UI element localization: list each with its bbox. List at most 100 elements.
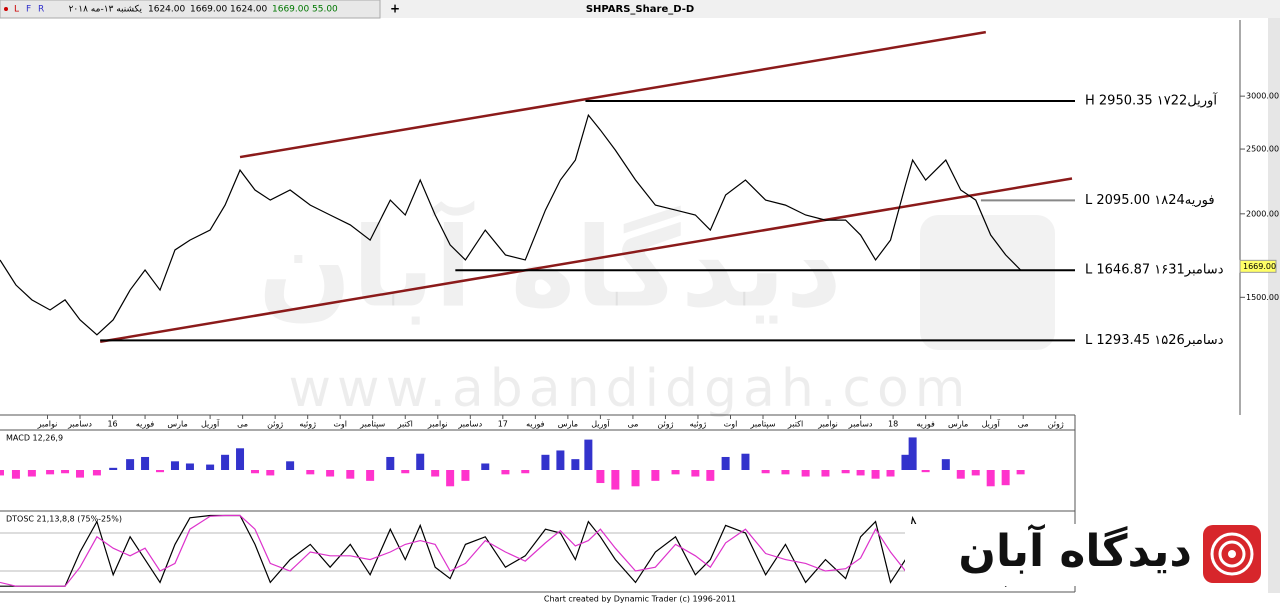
x-tick-label: فوریه — [136, 420, 155, 429]
y-tick-label: 3000.00 — [1246, 92, 1279, 101]
x-tick-label: اکتبر — [397, 420, 413, 429]
macd-bar — [941, 459, 950, 470]
panel-title: DTOSC 21,13,8,8 (75%-25%) — [6, 515, 122, 524]
x-tick-label: می — [627, 420, 638, 429]
macd-bar — [126, 459, 135, 470]
field: 1669.00 — [272, 5, 309, 15]
macd-bar — [541, 454, 550, 470]
macd-bar — [92, 470, 101, 476]
macd-bar — [921, 470, 930, 473]
watermark-icon — [920, 215, 1055, 350]
x-tick-label: می — [237, 420, 248, 429]
trend-line — [99, 177, 1073, 344]
field: 1669.00 — [190, 5, 227, 15]
flag: R — [38, 5, 44, 15]
flag: L — [14, 5, 19, 15]
macd-bar — [841, 470, 850, 474]
x-tick-label: اوت — [333, 420, 347, 429]
macd-bar — [386, 456, 395, 470]
x-tick-label: نوامبر — [817, 420, 838, 429]
x-tick-label: فوریه — [526, 420, 545, 429]
macd-bar — [671, 470, 680, 475]
macd-bar — [366, 470, 375, 481]
field: 1624.00 — [230, 5, 267, 15]
macd-bar — [206, 464, 215, 470]
panel-title: MACD 12,26,9 — [6, 434, 63, 443]
x-tick-label: دسامبر — [67, 420, 92, 429]
level-label: L 1293.45 ۱۵دسامبر26 — [1085, 333, 1224, 348]
x-tick-label: نوامبر — [427, 420, 448, 429]
price-line — [0, 113, 1022, 336]
logo-ring — [1218, 540, 1246, 568]
x-tick-label: دسامبر — [457, 420, 482, 429]
x-tick-label: 18 — [888, 420, 898, 429]
macd-bar — [27, 470, 36, 477]
x-tick-label: مارس — [948, 420, 968, 429]
level-label: L 2095.00 ۱۸فوریه24 — [1085, 193, 1215, 208]
macd-bar — [286, 461, 295, 470]
x-tick-label: ژوئن — [267, 420, 283, 429]
macd-bar — [501, 470, 510, 475]
macd-bar — [651, 470, 660, 481]
macd-bar — [346, 470, 355, 479]
macd-bar — [706, 470, 715, 481]
flag: F — [26, 5, 31, 15]
x-tick-label: ژوئن — [657, 420, 673, 429]
macd-bar — [571, 459, 580, 470]
macd-bar — [556, 450, 565, 470]
macd-bar — [691, 470, 700, 477]
x-tick-label: دسامبر — [848, 420, 873, 429]
macd-bar — [46, 470, 55, 475]
macd-bar — [431, 470, 440, 477]
side-strip — [1268, 18, 1280, 593]
x-tick-label: ژوئیه — [299, 420, 316, 429]
macd-bar — [221, 454, 230, 470]
macd-bar — [236, 448, 245, 470]
chart-title: SHPARS_Share_D-D — [586, 4, 694, 15]
watermark-url: www.abandidgah.com — [289, 359, 972, 419]
macd-bar — [109, 467, 118, 470]
macd-bar — [871, 470, 880, 479]
field: 1624.00 — [148, 5, 185, 15]
logo-text: دیدگاه آبان — [958, 523, 1192, 577]
date: یکشنبه ۱۳-مه ۲۰۱۸ — [69, 5, 143, 15]
macd-bar — [761, 470, 770, 474]
last-price-label: 1669.00 — [1243, 262, 1276, 271]
macd-bar — [306, 470, 315, 475]
macd-bar — [185, 463, 194, 470]
macd-bar — [596, 470, 605, 484]
macd-bar — [266, 470, 275, 476]
macd-bar — [631, 470, 640, 487]
dot — [4, 7, 8, 11]
macd-bar — [821, 470, 830, 477]
macd-bar — [584, 439, 593, 470]
macd-bar — [521, 470, 530, 474]
x-tick-label: اکتبر — [787, 420, 803, 429]
x-tick-label: آوریل — [201, 419, 220, 429]
macd-bar — [156, 470, 165, 473]
macd-bar — [908, 437, 917, 470]
y-tick-label: 2000.00 — [1246, 209, 1279, 218]
macd-bar — [611, 470, 620, 490]
y-tick-label: 2500.00 — [1246, 145, 1279, 154]
level-label: H 2950.35 ۱۷آوریل22 — [1085, 91, 1218, 108]
macd-bar — [1001, 470, 1010, 486]
macd-bar — [141, 456, 150, 470]
macd-bar — [986, 470, 995, 487]
macd-bar — [901, 454, 910, 470]
x-tick-label: اوت — [724, 420, 738, 429]
footer: Chart created by Dynamic Trader (c) 1996… — [544, 595, 736, 604]
macd-bar — [11, 470, 20, 479]
macd-bar — [856, 470, 865, 476]
macd-bar — [721, 456, 730, 470]
x-tick-label: مارس — [558, 420, 578, 429]
add-button[interactable]: + — [390, 2, 400, 16]
x-tick-label: 16 — [107, 420, 117, 429]
field: 55.00 — [312, 5, 338, 15]
macd-bar — [801, 470, 810, 477]
x-tick-label: ژوئیه — [690, 420, 707, 429]
y-tick-label: 1500.00 — [1246, 293, 1279, 302]
macd-bar — [416, 453, 425, 470]
macd-bar — [250, 470, 259, 474]
